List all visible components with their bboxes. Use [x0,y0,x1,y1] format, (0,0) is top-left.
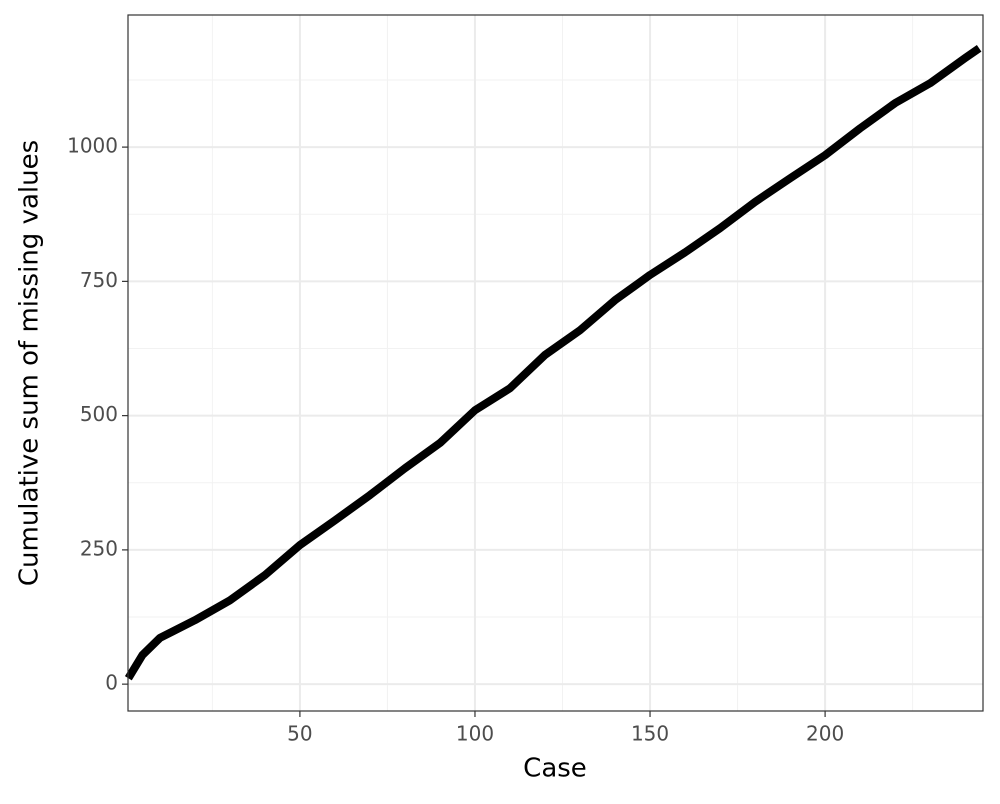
x-tick-label: 200 [806,722,844,746]
y-tick-label: 0 [105,671,118,695]
x-tick-label: 150 [631,722,669,746]
y-tick-label: 1000 [67,134,118,158]
y-tick-label: 500 [80,402,118,426]
data-line [124,45,982,681]
panel-border [127,14,984,712]
x-tick-label: 50 [287,722,312,746]
y-axis-title: Cumulative sum of missing values [15,140,45,586]
x-tick-label: 100 [456,722,494,746]
y-tick-label: 250 [80,536,118,560]
x-axis-title: Case [523,754,587,784]
y-tick-label: 750 [80,268,118,292]
